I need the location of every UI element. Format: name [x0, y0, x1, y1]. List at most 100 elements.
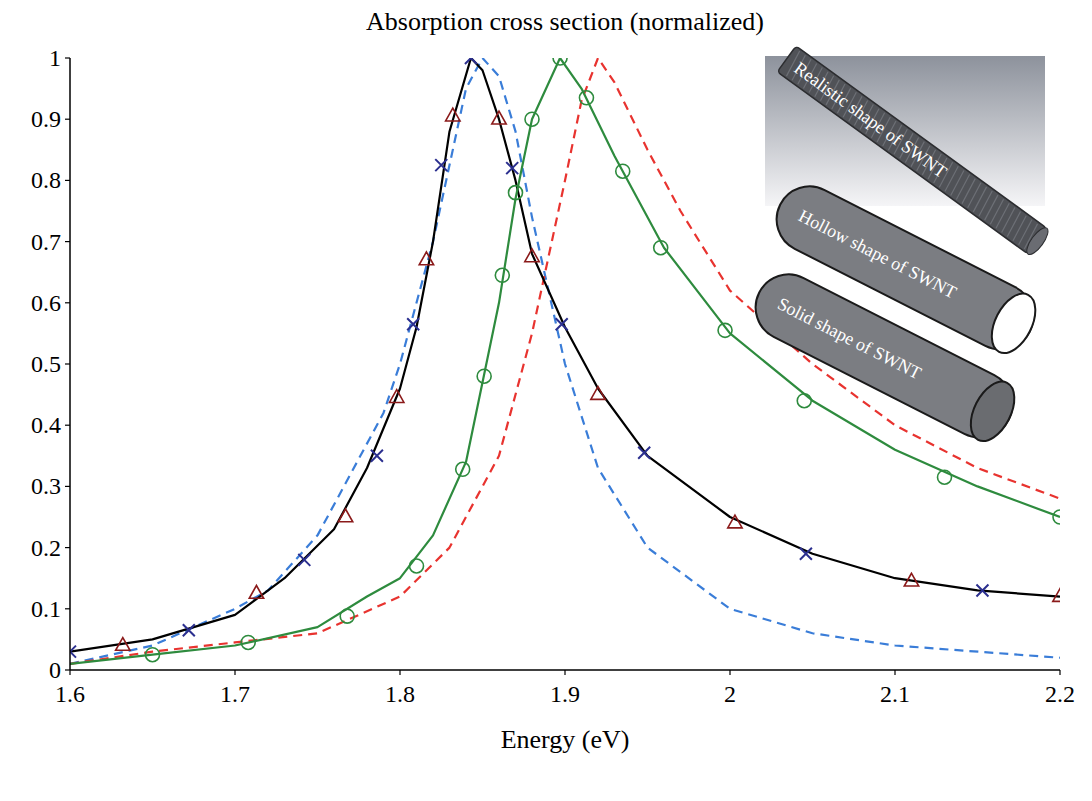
x-tick: [1059, 670, 1060, 675]
data-point: [579, 91, 593, 105]
y-tick: [65, 119, 70, 120]
y-tick: [65, 486, 70, 487]
tube-texture: [981, 195, 1001, 220]
y-tick: [65, 669, 70, 670]
y-tick-label: 0.3: [31, 473, 61, 499]
data-point: [495, 268, 509, 282]
data-point: [241, 635, 255, 649]
y-tick: [65, 547, 70, 548]
data-point: [718, 323, 732, 337]
data-point: [298, 554, 310, 566]
data-point: [553, 58, 567, 65]
series-line: [70, 58, 1060, 664]
data-point: [800, 548, 812, 560]
data-point: [1053, 589, 1060, 602]
data-point: [407, 318, 419, 330]
series-line: [70, 58, 1060, 664]
data-point: [465, 58, 477, 64]
data-point: [616, 164, 630, 178]
y-tick-label: 0.8: [31, 167, 61, 193]
plot-area: [70, 58, 1060, 664]
data-point: [371, 450, 383, 462]
y-tick: [65, 608, 70, 609]
data-point: [390, 390, 404, 403]
inset-label: Realistic shape of SWNT: [790, 58, 950, 182]
x-tick-label: 2.1: [880, 681, 910, 707]
data-point: [525, 112, 539, 126]
x-tick: [894, 670, 895, 675]
data-point: [492, 111, 506, 124]
data-point: [797, 394, 811, 408]
x-tick-label: 1.6: [55, 681, 85, 707]
data-point: [435, 159, 447, 171]
data-point: [938, 470, 952, 484]
x-tick: [564, 670, 565, 675]
data-point: [1053, 510, 1060, 524]
y-tick-label: 0.6: [31, 290, 61, 316]
tube-texture: [1004, 212, 1024, 237]
data-point: [456, 462, 470, 476]
tube-texture: [1010, 216, 1030, 241]
x-tick-label: 1.9: [550, 681, 580, 707]
y-tick-label: 0.2: [31, 535, 61, 561]
y-tick: [65, 180, 70, 181]
tube-texture: [993, 203, 1013, 228]
x-tick: [399, 670, 400, 675]
chart: Absorption cross section (normalized) 0 0.…: [0, 0, 1092, 801]
data-point: [976, 584, 988, 596]
data-point: [638, 447, 650, 459]
data-point: [419, 252, 433, 265]
y-tick-label: 0.7: [31, 229, 61, 255]
data-point: [338, 509, 352, 522]
tube-texture: [998, 207, 1018, 232]
data-point: [509, 186, 523, 200]
y-tick-label: 0: [49, 657, 61, 683]
x-tick: [729, 670, 730, 675]
x-tick: [234, 670, 235, 675]
y-tick: [65, 241, 70, 242]
series-line: [70, 58, 1060, 664]
data-point: [146, 648, 160, 662]
tube-end: [962, 375, 1023, 449]
x-tick: [69, 670, 70, 675]
data-point: [591, 387, 605, 400]
data-point: [340, 609, 354, 623]
x-tick-label: 2.2: [1045, 681, 1075, 707]
data-point: [249, 586, 263, 599]
x-axis-title: Energy (eV): [501, 725, 630, 754]
x-tick-label: 2: [724, 681, 736, 707]
series-line: [70, 58, 1060, 652]
tube-texture: [947, 170, 967, 195]
tube-texture: [953, 175, 973, 200]
x-tick-label: 1.7: [220, 681, 250, 707]
y-tick-label: 1: [49, 45, 61, 71]
data-point: [116, 638, 130, 651]
y-tick-label: 0.9: [31, 106, 61, 132]
y-tick-label: 0.1: [31, 596, 61, 622]
data-point: [477, 369, 491, 383]
y-tick: [65, 363, 70, 364]
tube-end: [1023, 225, 1052, 258]
data-point: [70, 646, 76, 658]
data-point: [556, 318, 568, 330]
x-tick-label: 1.8: [385, 681, 415, 707]
data-point: [446, 108, 460, 121]
tube-texture: [964, 183, 984, 208]
y-tick: [65, 425, 70, 426]
data-point: [904, 573, 918, 586]
y-tick-label: 0.4: [31, 412, 61, 438]
tube-texture: [976, 191, 996, 216]
chart-title: Absorption cross section (normalized): [366, 7, 764, 36]
y-tick: [65, 57, 70, 58]
tube-texture: [959, 179, 979, 204]
data-point: [728, 515, 742, 528]
tube-body: [744, 263, 1023, 449]
data-point: [183, 624, 195, 636]
tube-end: [983, 287, 1044, 361]
inset: Realistic shape of SWNTHollow shape of S…: [744, 46, 1051, 449]
data-point: [654, 241, 668, 255]
tube-shape: Solid shape of SWNT: [744, 263, 1023, 449]
data-point: [525, 249, 539, 262]
tube-texture: [987, 199, 1007, 224]
tube-texture: [970, 187, 990, 212]
